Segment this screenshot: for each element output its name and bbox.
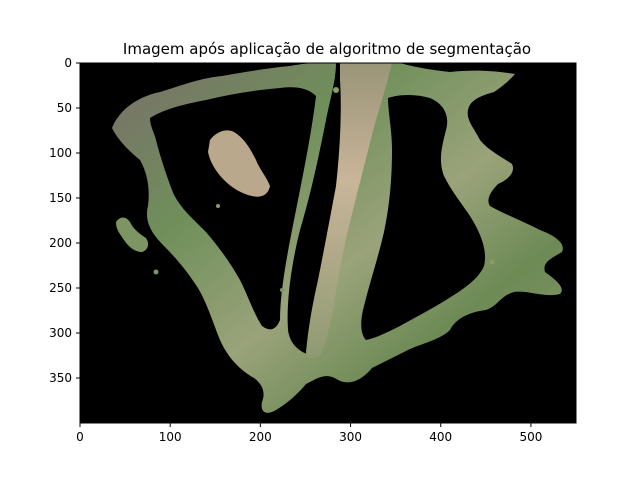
inner-hole-left bbox=[150, 87, 316, 330]
plot-area bbox=[80, 63, 576, 423]
outlier-dot bbox=[153, 269, 159, 275]
inner-hole-right bbox=[361, 95, 486, 340]
x-tick-label: 500 bbox=[519, 430, 542, 444]
y-tick-label: 300 bbox=[49, 326, 72, 340]
x-tick-label: 300 bbox=[339, 430, 362, 444]
bright-patch bbox=[208, 130, 270, 197]
outlier-dot bbox=[280, 288, 284, 292]
x-tick-label: 400 bbox=[429, 430, 452, 444]
x-tick-label: 0 bbox=[76, 430, 84, 444]
outlier-blob-left bbox=[116, 217, 149, 252]
central-trunk bbox=[306, 63, 392, 359]
outlier-dot bbox=[216, 204, 220, 208]
outlier-dot bbox=[489, 259, 495, 265]
chart-title: Imagem após aplicação de algoritmo de se… bbox=[123, 40, 531, 58]
x-tick-label: 100 bbox=[159, 430, 182, 444]
y-tick-label: 200 bbox=[49, 236, 72, 250]
y-tick-label: 350 bbox=[49, 371, 72, 385]
y-tick-label: 100 bbox=[49, 146, 72, 160]
x-tick-label: 200 bbox=[249, 430, 272, 444]
y-tick-label: 150 bbox=[49, 191, 72, 205]
y-tick-label: 50 bbox=[57, 101, 72, 115]
y-tick-label: 0 bbox=[64, 56, 72, 70]
y-axis: 0 50 100 150 200 250 300 350 bbox=[49, 56, 80, 385]
y-tick-label: 250 bbox=[49, 281, 72, 295]
outlier-dot bbox=[333, 87, 339, 93]
x-axis: 0 100 200 300 400 500 bbox=[76, 423, 542, 444]
